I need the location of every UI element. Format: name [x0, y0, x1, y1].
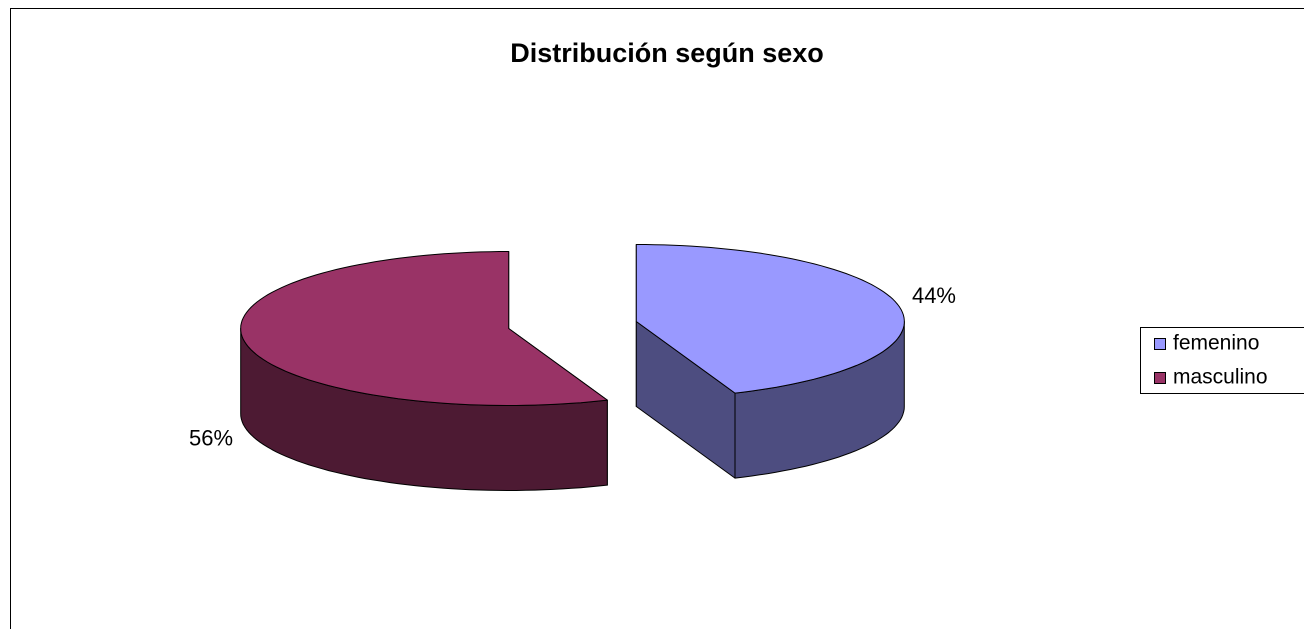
- legend-swatch: [1154, 338, 1166, 350]
- chart-border: [10, 8, 1304, 629]
- chart-title: Distribución según sexo: [510, 38, 824, 68]
- legend-label: masculino: [1173, 366, 1268, 389]
- slice-top: [635, 244, 905, 394]
- data-label: 56%: [189, 426, 233, 451]
- legend-label: femenino: [1173, 332, 1259, 355]
- data-label: 44%: [912, 283, 956, 308]
- slice-top: [240, 251, 608, 406]
- legend-swatch: [1154, 372, 1166, 384]
- legend-box: [1140, 327, 1304, 394]
